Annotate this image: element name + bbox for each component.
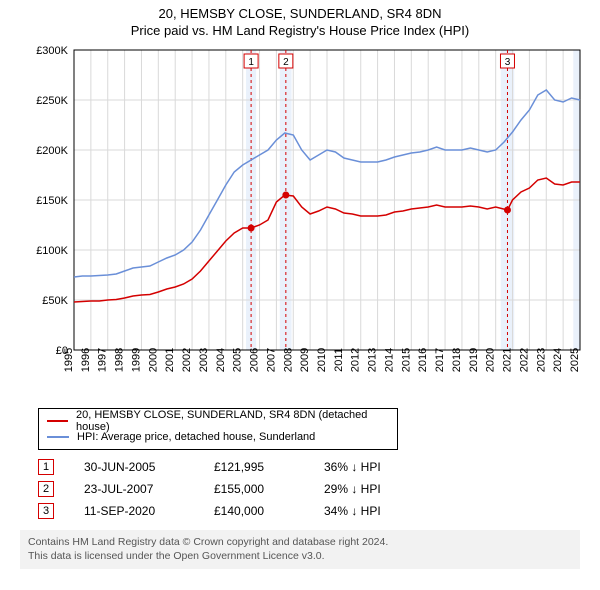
line-chart-svg: £0£50K£100K£150K£200K£250K£300K199519961… bbox=[30, 42, 590, 402]
chart-area: £0£50K£100K£150K£200K£250K£300K199519961… bbox=[30, 42, 590, 402]
x-tick-label: 2001 bbox=[164, 348, 176, 372]
x-tick-label: 2024 bbox=[552, 348, 564, 372]
event-price: £140,000 bbox=[214, 504, 294, 518]
chart-title-line2: Price paid vs. HM Land Registry's House … bbox=[0, 21, 600, 42]
y-tick-label: £200K bbox=[36, 145, 68, 157]
attribution-box: Contains HM Land Registry data © Crown c… bbox=[20, 530, 580, 569]
x-tick-label: 2021 bbox=[502, 348, 514, 372]
x-tick-label: 2016 bbox=[417, 348, 429, 372]
event-row: 2 23-JUL-2007 £155,000 29% ↓ HPI bbox=[38, 478, 580, 500]
event-row: 1 30-JUN-2005 £121,995 36% ↓ HPI bbox=[38, 456, 580, 478]
x-tick-label: 2000 bbox=[147, 348, 159, 372]
x-tick-label: 2017 bbox=[434, 348, 446, 372]
event-delta: 29% ↓ HPI bbox=[324, 482, 414, 496]
event-marker-num: 3 bbox=[505, 57, 511, 68]
x-tick-label: 2023 bbox=[535, 348, 547, 372]
chart-legend: 20, HEMSBY CLOSE, SUNDERLAND, SR4 8DN (d… bbox=[38, 408, 398, 450]
event-date: 23-JUL-2007 bbox=[84, 482, 184, 496]
x-tick-label: 2011 bbox=[333, 348, 345, 372]
legend-label: HPI: Average price, detached house, Sund… bbox=[77, 431, 315, 443]
x-tick-label: 1996 bbox=[80, 348, 92, 372]
y-tick-label: £250K bbox=[36, 95, 68, 107]
legend-swatch bbox=[47, 420, 68, 422]
legend-swatch bbox=[47, 436, 69, 438]
x-tick-label: 2015 bbox=[400, 348, 412, 372]
x-tick-label: 1998 bbox=[114, 348, 126, 372]
x-tick-label: 2008 bbox=[282, 348, 294, 372]
x-tick-label: 2006 bbox=[249, 348, 261, 372]
chart-title-line1: 20, HEMSBY CLOSE, SUNDERLAND, SR4 8DN bbox=[0, 0, 600, 21]
x-tick-label: 1999 bbox=[130, 348, 142, 372]
x-tick-label: 1997 bbox=[97, 348, 109, 372]
event-price: £155,000 bbox=[214, 482, 294, 496]
x-tick-label: 2013 bbox=[367, 348, 379, 372]
x-tick-label: 2014 bbox=[383, 348, 395, 372]
y-tick-label: £50K bbox=[42, 295, 68, 307]
event-marker-num: 1 bbox=[248, 57, 254, 68]
x-tick-label: 2004 bbox=[215, 348, 227, 372]
x-tick-label: 2003 bbox=[198, 348, 210, 372]
legend-row: 20, HEMSBY CLOSE, SUNDERLAND, SR4 8DN (d… bbox=[47, 413, 389, 429]
x-tick-label: 2018 bbox=[451, 348, 463, 372]
x-tick-label: 2020 bbox=[485, 348, 497, 372]
x-tick-label: 2005 bbox=[232, 348, 244, 372]
event-number-box: 1 bbox=[38, 459, 54, 475]
event-delta: 34% ↓ HPI bbox=[324, 504, 414, 518]
y-tick-label: £150K bbox=[36, 195, 68, 207]
event-marker-num: 2 bbox=[283, 57, 289, 68]
x-tick-label: 2012 bbox=[350, 348, 362, 372]
y-tick-label: £100K bbox=[36, 245, 68, 257]
x-tick-label: 2022 bbox=[518, 348, 530, 372]
event-number-box: 3 bbox=[38, 503, 54, 519]
event-price: £121,995 bbox=[214, 460, 294, 474]
event-number-box: 2 bbox=[38, 481, 54, 497]
event-delta: 36% ↓ HPI bbox=[324, 460, 414, 474]
event-date: 30-JUN-2005 bbox=[84, 460, 184, 474]
attribution-line2: This data is licensed under the Open Gov… bbox=[28, 550, 572, 564]
event-row: 3 11-SEP-2020 £140,000 34% ↓ HPI bbox=[38, 500, 580, 522]
legend-label: 20, HEMSBY CLOSE, SUNDERLAND, SR4 8DN (d… bbox=[76, 409, 389, 433]
x-tick-label: 2010 bbox=[316, 348, 328, 372]
x-tick-label: 2019 bbox=[468, 348, 480, 372]
x-tick-label: 2009 bbox=[299, 348, 311, 372]
x-tick-label: 2025 bbox=[569, 348, 581, 372]
x-tick-label: 2007 bbox=[265, 348, 277, 372]
x-tick-label: 2002 bbox=[181, 348, 193, 372]
event-date: 11-SEP-2020 bbox=[84, 504, 184, 518]
event-table: 1 30-JUN-2005 £121,995 36% ↓ HPI 2 23-JUL-200… bbox=[38, 456, 580, 522]
attribution-line1: Contains HM Land Registry data © Crown c… bbox=[28, 536, 572, 550]
y-tick-label: £300K bbox=[36, 45, 68, 57]
x-tick-label: 1995 bbox=[63, 348, 75, 372]
